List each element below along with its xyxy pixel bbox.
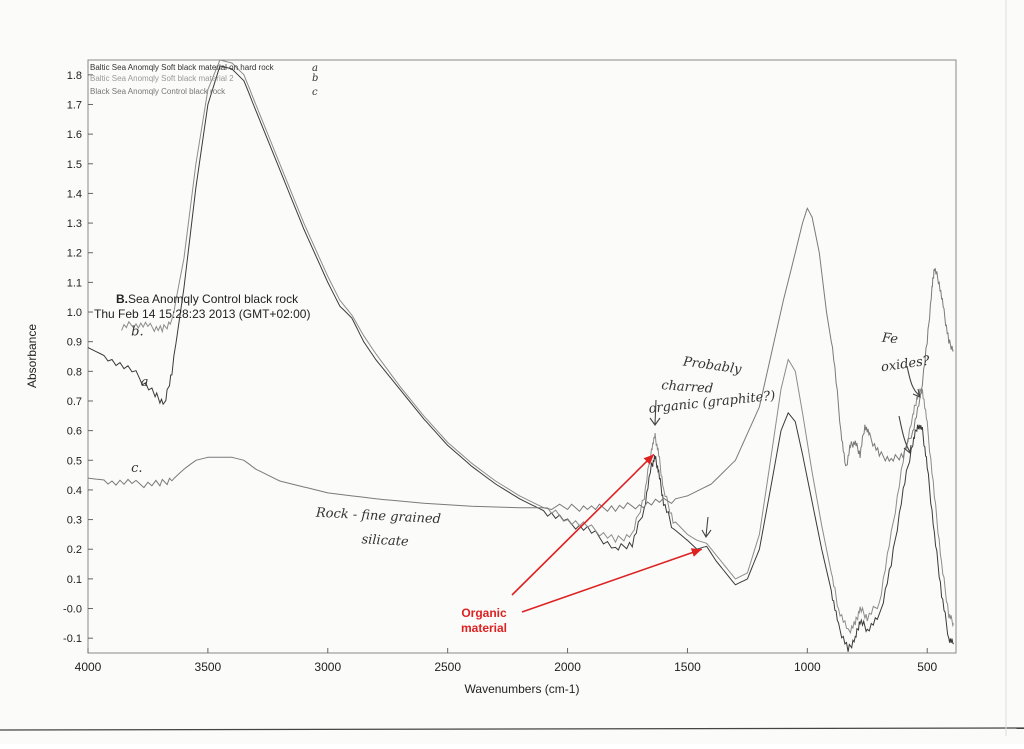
x-tick-label: 3000 — [314, 660, 341, 674]
y-tick-label: -0.1 — [63, 633, 82, 645]
organic-arrow-head — [643, 454, 654, 465]
organic-label-line1: Organic — [461, 606, 507, 620]
y-tick-label: 1.6 — [67, 129, 82, 141]
legend-mark-a: a — [312, 63, 318, 74]
legend-mark-c: c — [312, 87, 318, 98]
y-tick-label: 1.1 — [67, 277, 82, 289]
y-tick-label: 0.2 — [67, 544, 82, 556]
x-tick-label: 2500 — [434, 660, 461, 674]
scan-edge-line — [0, 727, 1024, 731]
info-timestamp: Thu Feb 14 15:28:23 2013 (GMT+02:00) — [94, 307, 310, 321]
x-tick-label: 1000 — [794, 660, 821, 674]
y-tick-label: -0.0 — [63, 604, 82, 616]
series-layer — [87, 59, 955, 652]
y-tick-label: 0.3 — [67, 515, 82, 527]
handwritten-note-9: oxides? — [880, 353, 932, 375]
organic-label-line2: material — [461, 621, 507, 635]
arrow-fe-oxide-2 — [898, 415, 912, 455]
organic-arrow-shaft — [521, 548, 703, 613]
series-line-c — [87, 207, 954, 513]
x-axis-ticks: 4000 3500 3000 2500 2000 1500 1000 500 — [75, 648, 938, 674]
x-tick-label: 1500 — [674, 660, 701, 674]
organic-arrow-head — [690, 548, 702, 557]
y-tick-label: 0.5 — [67, 455, 82, 467]
y-axis-ticks: -0.1 -0.0 0.1 0.2 0.3 0.4 0.5 0.6 0.7 0.8 0.9 1.0 1.… — [63, 70, 93, 645]
y-tick-label: 0.8 — [67, 366, 82, 378]
legend-entry-b: Baltic Sea Anomqly Soft black material 2 — [90, 74, 234, 83]
handwritten-note-3: Rock - fine grained — [315, 506, 442, 528]
spectrum-info: B.Sea Anomqly Control black rock Thu Feb… — [94, 292, 310, 321]
info-title-prefix: B. — [116, 292, 128, 306]
x-tick-label: 3500 — [195, 660, 222, 674]
handwritten-note-2: c. — [131, 461, 142, 476]
handwritten-note-6: charred — [661, 378, 714, 397]
y-tick-label: 0.4 — [67, 485, 82, 497]
handwritten-note-0: b. — [131, 325, 143, 340]
handwritten-note-1: a — [141, 375, 149, 390]
y-axis-title: Absorbance — [25, 324, 39, 388]
x-tick-label: 4000 — [75, 660, 102, 674]
arrow-organic-peak — [649, 399, 661, 426]
arrow-1420-band — [701, 516, 712, 539]
y-tick-label: 1.3 — [67, 218, 82, 230]
x-tick-label: 2000 — [554, 660, 581, 674]
info-title: B.Sea Anomqly Control black rock — [116, 292, 299, 306]
organic-arrow-shaft — [511, 453, 655, 596]
legend-mark-b: b — [312, 73, 318, 84]
plot-frame — [87, 59, 957, 654]
x-tick-label: 500 — [917, 660, 937, 674]
series-line-b — [121, 59, 955, 635]
series-line-a — [87, 65, 954, 652]
y-tick-label: 1.2 — [67, 248, 82, 260]
y-tick-label: 0.9 — [67, 337, 82, 349]
y-tick-label: 1.0 — [67, 307, 82, 319]
legend: Baltic Sea Anomqly Soft black material o… — [90, 63, 318, 98]
y-tick-label: 0.6 — [67, 426, 82, 438]
y-tick-label: 1.5 — [67, 159, 82, 171]
y-tick-label: 1.7 — [67, 99, 82, 111]
handwritten-annotations: b. a c. Rock - fine grained silicate Probably… — [131, 325, 932, 550]
legend-entry-a: Baltic Sea Anomqly Soft black material o… — [90, 63, 275, 72]
legend-entry-c: Black Sea Anomqly Control black rock — [90, 87, 226, 96]
x-axis-title: Wavenumbers (cm-1) — [465, 682, 580, 696]
arrow-fe-oxide-1 — [906, 365, 921, 398]
handwritten-arrows — [649, 365, 921, 539]
y-tick-label: 0.1 — [67, 574, 82, 586]
y-tick-label: 1.4 — [67, 188, 82, 200]
handwritten-note-4: silicate — [361, 532, 409, 549]
info-title-rest: Sea Anomqly Control black rock — [128, 292, 299, 306]
y-tick-label: 0.7 — [67, 396, 82, 408]
handwritten-note-5: Probably — [681, 354, 743, 377]
y-tick-label: 1.8 — [67, 70, 82, 82]
organic-arrows — [511, 453, 703, 613]
handwritten-note-8: Fe — [880, 331, 899, 348]
organic-material-callout: Organic material — [461, 453, 703, 635]
